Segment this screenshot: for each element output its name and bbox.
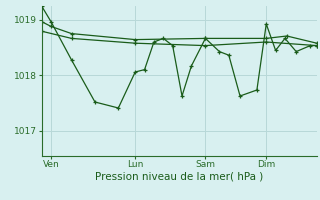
X-axis label: Pression niveau de la mer( hPa ): Pression niveau de la mer( hPa ) <box>95 172 263 182</box>
